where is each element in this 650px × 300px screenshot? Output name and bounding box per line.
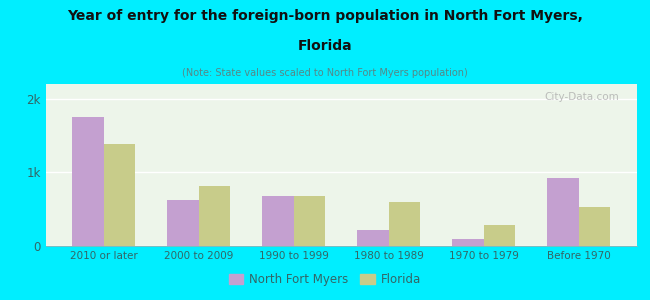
Bar [294,196,325,246]
Text: City-Data.com: City-Data.com [545,92,619,102]
Text: Year of entry for the foreign-born population in North Fort Myers,: Year of entry for the foreign-born popul… [67,9,583,23]
Legend: North Fort Myers, Florida: North Fort Myers, Florida [224,269,426,291]
Text: (Note: State values scaled to North Fort Myers population): (Note: State values scaled to North Fort… [182,68,468,77]
Bar [578,207,610,246]
Bar [104,144,135,246]
Bar [358,230,389,246]
Bar [484,225,515,246]
Bar [389,202,420,246]
Bar [452,239,484,246]
Bar [168,200,199,246]
Bar [547,178,578,246]
Bar [199,186,230,246]
Text: Florida: Florida [298,39,352,53]
Bar [72,117,104,246]
Bar [263,196,294,246]
